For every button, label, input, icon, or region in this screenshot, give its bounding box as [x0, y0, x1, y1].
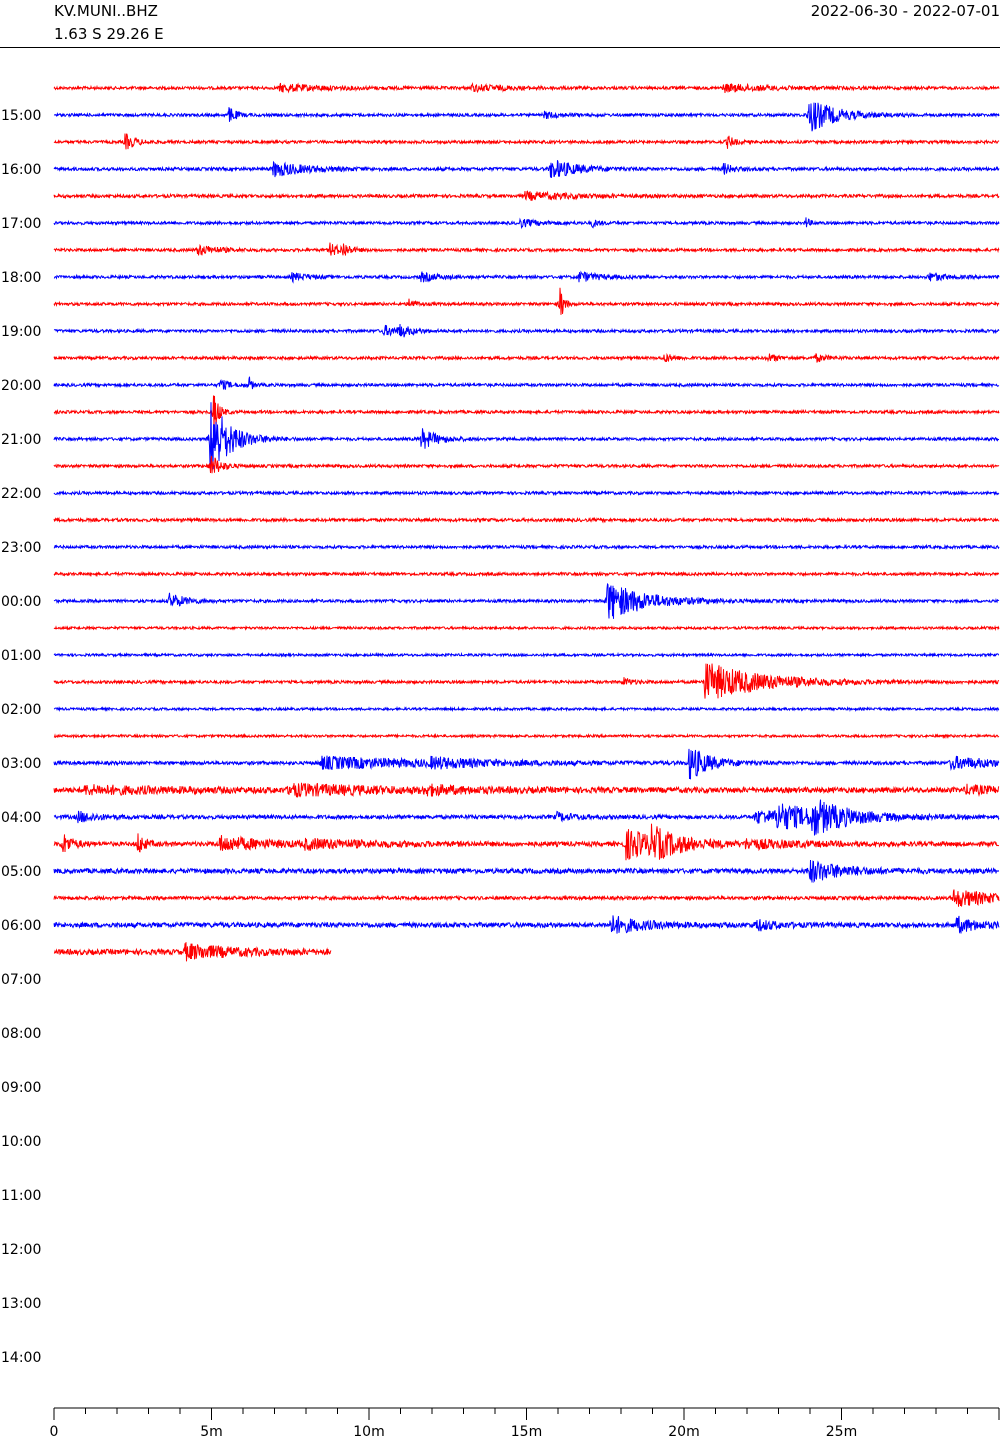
trace-0430: [53, 823, 999, 861]
hour-label: 15:00: [1, 108, 41, 124]
hour-label: 03:00: [1, 756, 41, 772]
trace-1800: [53, 270, 1000, 284]
hour-label: 08:00: [1, 1026, 41, 1042]
trace-0100: [53, 651, 999, 659]
trace-2230: [53, 516, 1000, 524]
trace-0030: [53, 624, 1000, 632]
trace-1900: [53, 323, 1000, 338]
trace-2130: [53, 455, 1000, 474]
x-tick-label: 20m: [668, 1424, 699, 1440]
trace-0230: [53, 732, 1000, 740]
hour-label: 21:00: [1, 432, 41, 448]
hour-label: 07:00: [1, 972, 41, 988]
header-divider: [0, 47, 1000, 48]
trace-2300: [53, 543, 1000, 551]
x-tick-label: 15m: [511, 1424, 542, 1440]
trace-0500: [53, 859, 1000, 884]
x-tick-label: 25m: [826, 1424, 857, 1440]
x-tick-label: 5m: [200, 1424, 223, 1440]
hour-label: 11:00: [1, 1188, 41, 1204]
trace-0330: [53, 782, 1000, 799]
station-code: KV.MUNI..BHZ: [54, 2, 158, 20]
trace-0530: [53, 889, 1000, 907]
hour-label: 06:00: [1, 918, 41, 934]
hour-label: 13:00: [1, 1296, 41, 1312]
hour-label: 09:00: [1, 1080, 41, 1096]
trace-1500: [53, 102, 1000, 132]
x-tick-label: 10m: [353, 1424, 384, 1440]
trace-2200: [53, 489, 1000, 497]
hour-label: 10:00: [1, 1134, 41, 1150]
trace-1630: [53, 190, 1000, 201]
hour-label: 14:00: [1, 1350, 41, 1366]
trace-1700: [53, 217, 1000, 230]
hour-label: 00:00: [1, 594, 41, 610]
trace-1730: [53, 242, 1000, 256]
x-axis: 0 5m 10m 15m 20m 25m: [50, 1407, 1000, 1440]
trace-1530: [53, 133, 1000, 150]
date-range: 2022-06-30 - 2022-07-01: [810, 2, 1000, 20]
trace-group: [53, 82, 1000, 962]
trace-1930: [53, 352, 1000, 363]
trace-1600: [53, 160, 1000, 178]
trace-2000: [53, 376, 1000, 390]
trace-0130: [53, 663, 1000, 699]
hour-label-group: 15:00 16:00 17:00 18:00 19:00 20:00 21:00 22:00…: [1, 108, 41, 1366]
hour-label: 05:00: [1, 864, 41, 880]
hour-label: 17:00: [1, 216, 41, 232]
trace-1430: [53, 82, 1000, 94]
hour-label: 22:00: [1, 486, 41, 502]
trace-0300: [53, 748, 1000, 780]
trace-0200: [53, 705, 1000, 713]
hour-label: 23:00: [1, 540, 41, 556]
trace-0600: [53, 915, 1000, 934]
hour-label: 16:00: [1, 162, 41, 178]
trace-0630: [53, 942, 332, 962]
hour-label: 04:00: [1, 810, 41, 826]
x-tick-label: 0: [50, 1424, 59, 1440]
trace-2330: [53, 570, 1000, 578]
hour-label: 02:00: [1, 702, 41, 718]
hour-label: 12:00: [1, 1242, 41, 1258]
trace-2030: [53, 395, 1000, 431]
hour-label: 18:00: [1, 270, 41, 286]
hour-label: 20:00: [1, 378, 41, 394]
trace-0400: [53, 799, 1000, 836]
hour-label: 19:00: [1, 324, 41, 340]
hour-label: 01:00: [1, 648, 41, 664]
station-coordinates: 1.63 S 29.26 E: [54, 25, 164, 43]
trace-1830: [53, 287, 1000, 315]
trace-0000: [53, 582, 1000, 619]
